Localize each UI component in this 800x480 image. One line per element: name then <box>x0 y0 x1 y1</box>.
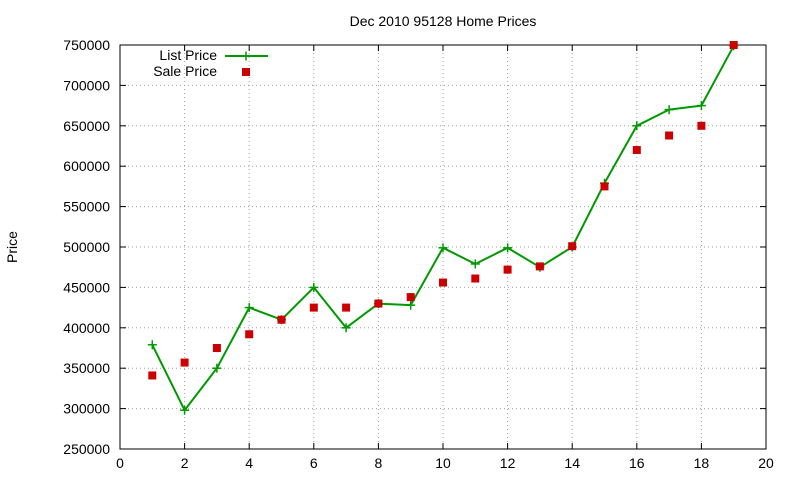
axis-ticks: 0 2 4 6 8 10 12 14 16 18 20 250000 300000 350000 40000… <box>63 37 774 471</box>
sale-price-point <box>729 41 738 49</box>
series <box>147 41 739 415</box>
legend-key-list-price <box>225 51 268 61</box>
sale-price-point <box>309 303 318 312</box>
sale-price-point <box>277 315 286 324</box>
sale-price-point <box>665 131 674 140</box>
sale-price-point <box>632 146 641 155</box>
y-tick-label: 750000 <box>63 37 110 53</box>
y-tick-label: 600000 <box>63 158 110 174</box>
legend-key-sale-price <box>242 68 250 76</box>
y-tick-label: 350000 <box>63 360 110 376</box>
list-price-point <box>147 340 157 350</box>
list-price-point <box>309 282 319 292</box>
sale-price-point <box>406 293 415 302</box>
legend-square-marker <box>242 68 250 76</box>
x-tick-label: 4 <box>245 455 253 471</box>
y-tick-label: 700000 <box>63 77 110 93</box>
sale-price-point <box>180 358 189 367</box>
list-price-point <box>632 121 642 131</box>
y-axis-label: Price <box>4 231 20 263</box>
x-tick-label: 12 <box>500 455 516 471</box>
x-tick-label: 10 <box>435 455 451 471</box>
legend-plus-marker <box>241 51 251 61</box>
x-tick-label: 18 <box>694 455 710 471</box>
list-price-point <box>341 323 351 333</box>
y-tick-label: 450000 <box>63 279 110 295</box>
y-tick-label: 400000 <box>63 320 110 336</box>
y-tick-label: 250000 <box>63 441 110 457</box>
sale-price-point <box>471 274 480 283</box>
sale-price-point <box>374 299 383 308</box>
list-price-point <box>470 259 480 269</box>
legend-label-list-price: List Price <box>159 47 217 63</box>
sale-price-point <box>342 303 351 312</box>
list-price-point <box>244 303 254 313</box>
list-price-point <box>438 243 448 253</box>
x-tick-label: 6 <box>310 455 318 471</box>
sale-price-point <box>697 121 706 130</box>
sale-price-point <box>535 262 544 271</box>
list-price-point <box>664 105 674 115</box>
legend-label-sale-price: Sale Price <box>153 63 217 79</box>
grid <box>120 45 766 449</box>
sale-price-point <box>568 242 577 251</box>
sale-price-point <box>212 344 221 352</box>
chart-title: Dec 2010 95128 Home Prices <box>350 13 537 29</box>
y-tick-label: 500000 <box>63 239 110 255</box>
sale-price-point <box>600 182 609 191</box>
y-tick-label: 300000 <box>63 401 110 417</box>
sale-price-point <box>503 265 512 274</box>
x-tick-label: 2 <box>181 455 189 471</box>
x-tick-label: 20 <box>758 455 774 471</box>
list-price-point <box>180 405 190 415</box>
sale-price-point <box>439 278 447 287</box>
list-price-point <box>696 101 706 111</box>
legend: List Price Sale Price <box>153 47 268 79</box>
list-price-point <box>212 363 222 373</box>
list-price-point <box>406 300 416 310</box>
list-price-point <box>503 243 513 253</box>
x-tick-label: 14 <box>564 455 580 471</box>
x-tick-label: 16 <box>629 455 645 471</box>
x-tick-label: 0 <box>116 455 124 471</box>
x-tick-label: 8 <box>375 455 383 471</box>
sale-price-point <box>148 371 157 380</box>
y-tick-label: 650000 <box>63 118 110 134</box>
sale-price-point <box>245 330 254 339</box>
list-price-line <box>151 45 735 412</box>
y-tick-label: 550000 <box>63 199 110 215</box>
